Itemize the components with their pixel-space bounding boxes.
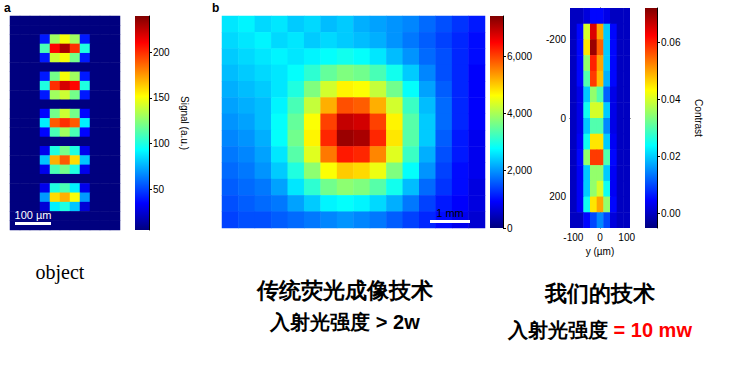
svg-text:我们的技术: 我们的技术: [544, 281, 655, 306]
svg-text:0: 0: [507, 223, 513, 234]
svg-text:Signal (a.u.): Signal (a.u.): [179, 96, 190, 150]
svg-text:150: 150: [153, 92, 170, 103]
svg-text:入射光强度 > 2w: 入射光强度 > 2w: [269, 311, 420, 333]
svg-text:100: 100: [153, 138, 170, 149]
svg-text:y (µm): y (µm): [586, 246, 615, 257]
svg-text:200: 200: [549, 191, 566, 202]
svg-text:1 mm: 1 mm: [436, 207, 464, 219]
svg-text:传统荧光成像技术: 传统荧光成像技术: [256, 278, 433, 303]
svg-text:6,000: 6,000: [507, 51, 532, 62]
svg-text:100 µm: 100 µm: [15, 209, 52, 221]
svg-text:0: 0: [560, 113, 566, 124]
svg-text:0.02: 0.02: [661, 151, 681, 162]
svg-text:object: object: [36, 261, 85, 284]
svg-text:2,000: 2,000: [507, 165, 532, 176]
svg-text:0.04: 0.04: [661, 94, 681, 105]
svg-text:入射光强度: 入射光强度: [507, 319, 614, 341]
svg-text:b: b: [212, 1, 219, 15]
svg-text:4,000: 4,000: [507, 108, 532, 119]
svg-text:50: 50: [153, 184, 165, 195]
svg-text:a: a: [4, 1, 11, 15]
svg-text:100: 100: [618, 232, 635, 243]
svg-text:0.00: 0.00: [661, 208, 681, 219]
svg-text:0: 0: [597, 232, 603, 243]
svg-text:200: 200: [153, 47, 170, 58]
svg-text:0.06: 0.06: [661, 37, 681, 48]
svg-text:-100: -100: [563, 232, 583, 243]
svg-text:-200: -200: [546, 34, 566, 45]
svg-text:= 10 mw: = 10 mw: [614, 319, 693, 341]
svg-text:Contrast: Contrast: [693, 99, 704, 137]
